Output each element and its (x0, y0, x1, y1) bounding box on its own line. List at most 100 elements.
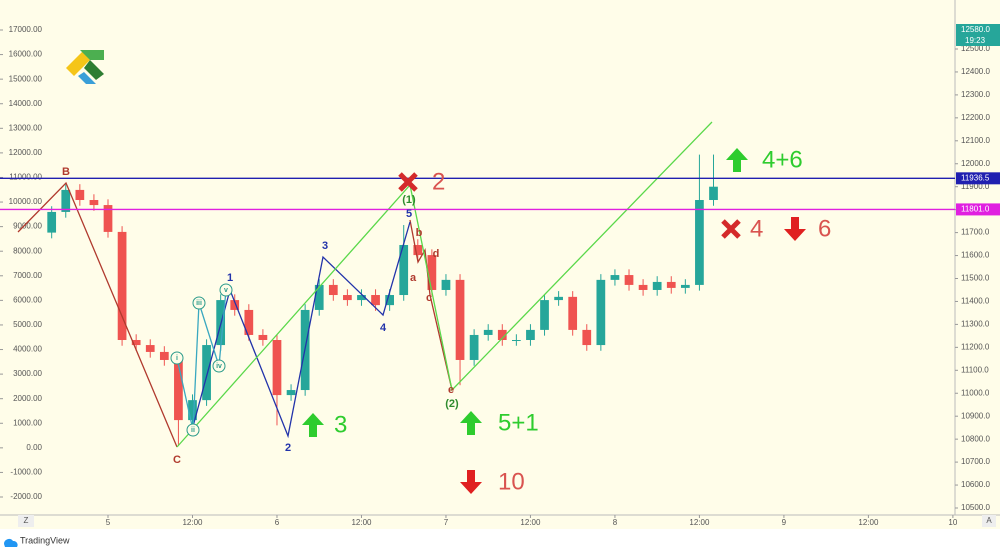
candle-body (258, 334, 268, 341)
up-arrow (726, 148, 748, 172)
wave-label: ii (191, 427, 195, 434)
y-tick-label: 12100.0 (961, 136, 990, 145)
candle-body (469, 334, 479, 360)
countdown: 19:23 (965, 36, 986, 45)
y2-tick-label: 16000.00 (9, 50, 43, 59)
candle-body (695, 200, 704, 285)
last-price: 12580.0 (961, 25, 990, 34)
y2-tick-label: 2000.00 (13, 394, 42, 403)
y2-tick-label: 15000.00 (9, 74, 43, 83)
candle-body (385, 295, 394, 306)
candle-body (244, 309, 254, 335)
wave-label: b (416, 227, 423, 239)
y2-tick-label: 11000.00 (9, 173, 42, 182)
signal-label: 3 (334, 411, 347, 438)
y2-tick-label: 7000.00 (13, 271, 42, 280)
candle-body (540, 300, 549, 330)
up-arrow (302, 413, 324, 437)
wave-circle (219, 283, 233, 297)
level-label: 11801.0 (961, 205, 990, 214)
candle-body (610, 275, 620, 280)
candle-body (526, 329, 535, 341)
y-tick-label: 11300.0 (961, 320, 990, 329)
wave-label: iv (216, 363, 222, 370)
candle-body (399, 244, 409, 296)
candle-body (497, 329, 507, 341)
y2-tick-label: 3000.00 (13, 369, 42, 378)
candle-body (596, 279, 606, 346)
wave-circle (212, 359, 226, 373)
cross (398, 172, 418, 192)
candle-body (709, 186, 718, 201)
candle-body (413, 244, 423, 256)
y-tick-label: 10600.0 (961, 480, 990, 489)
x-tick-label: 9 (782, 518, 787, 527)
signal-label: 4+6 (762, 146, 803, 173)
brand-logo (4, 539, 18, 547)
wave-label: C (173, 454, 181, 466)
candle-body (441, 279, 451, 290)
level-tag (956, 172, 1000, 185)
candle-body (483, 329, 493, 335)
wave-label: 3 (322, 240, 328, 252)
y2-tick-label: 8000.00 (13, 246, 42, 255)
y-tick-label: 11200.0 (961, 342, 990, 351)
candle-body (357, 295, 366, 301)
y2-tick-label: 5000.00 (13, 320, 42, 329)
scale-button-label[interactable]: A (986, 516, 992, 525)
candle-body (343, 295, 352, 301)
candle-body (188, 400, 197, 421)
y-tick-label: 11400.0 (961, 297, 990, 306)
x-tick-label: 12:00 (520, 518, 541, 527)
wave-label: 5 (406, 208, 412, 220)
x-tick-label: 10 (948, 518, 957, 527)
y2-tick-label: 17000.00 (9, 25, 43, 34)
y2-tick-label: 4000.00 (13, 345, 42, 354)
down-arrow (460, 470, 482, 494)
up-arrow (460, 411, 482, 435)
price-axis (955, 0, 1000, 515)
scale-button-label[interactable]: Z (24, 516, 29, 525)
scale-button[interactable] (982, 515, 996, 527)
y-tick-label: 10900.0 (961, 411, 990, 420)
wave-circle (186, 423, 200, 437)
candle-body (455, 279, 465, 360)
x-tick-label: 6 (275, 518, 280, 527)
y2-tick-label: -1000.00 (10, 468, 42, 477)
candle-body (568, 296, 578, 330)
wave-label: B (62, 166, 70, 178)
y-tick-label: 12300.0 (961, 90, 990, 99)
x-tick-label: 12:00 (351, 518, 372, 527)
level-tag (956, 203, 1000, 216)
wave-line (409, 219, 453, 391)
candle-body (103, 205, 113, 232)
candle-body (652, 281, 662, 290)
wave-label: d (433, 248, 440, 260)
scale-button[interactable] (18, 515, 34, 527)
time-axis (0, 515, 1000, 529)
candle-body (554, 296, 563, 301)
y-tick-label: 11100.0 (961, 365, 989, 374)
wave-line (17, 181, 178, 448)
candle-body (47, 211, 57, 233)
price-tag (956, 24, 1000, 46)
signal-label: 4 (750, 215, 763, 242)
candle-body (145, 345, 155, 352)
candle-body (666, 281, 676, 288)
wave-label: (2) (445, 398, 459, 410)
wave-circle (192, 296, 206, 310)
y-tick-label: 12200.0 (961, 113, 990, 122)
candle-body (174, 359, 183, 421)
brand: TradingView (20, 535, 70, 545)
y2-tick-label: 10000.00 (9, 197, 43, 206)
down-arrow (784, 217, 806, 241)
signal-label: 6 (818, 215, 831, 242)
x-tick-label: 5 (106, 518, 111, 527)
candle-body (314, 284, 324, 310)
candle-body (61, 189, 71, 212)
y-tick-label: 12500.0 (961, 44, 990, 53)
wave-label: 2 (285, 442, 291, 454)
y-tick-label: 10500.0 (961, 503, 990, 512)
y-tick-label: 10700.0 (961, 457, 990, 466)
